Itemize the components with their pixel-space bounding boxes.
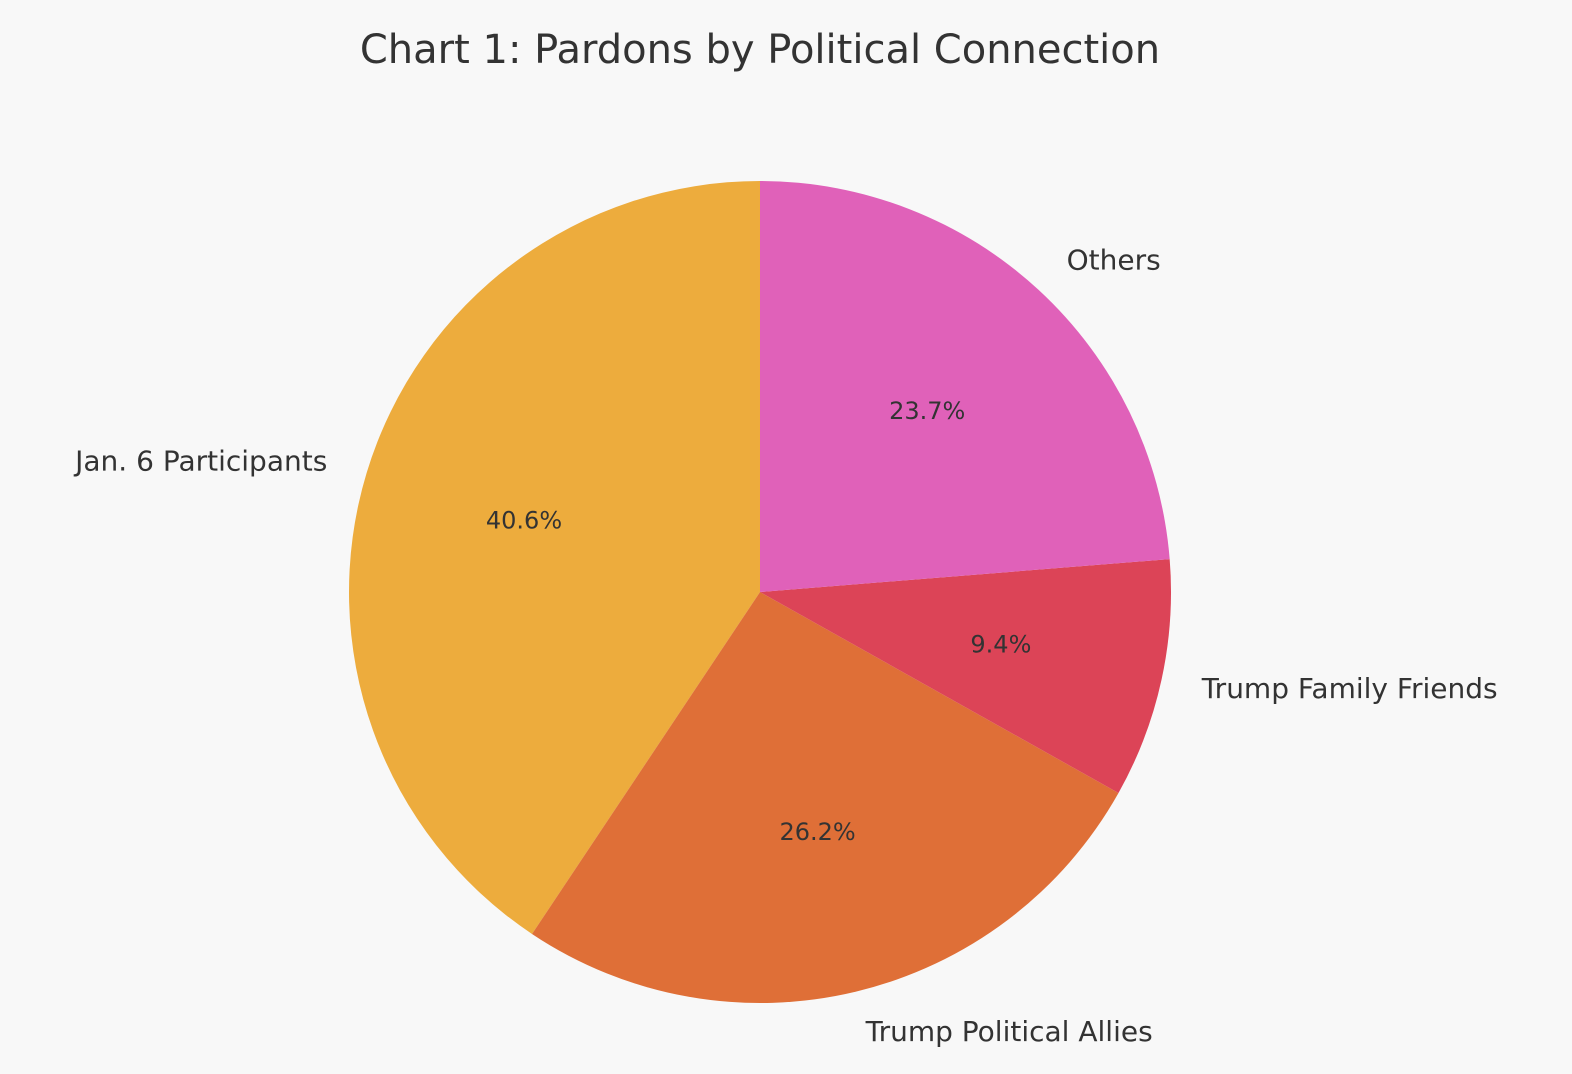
pie-slices: [349, 181, 1172, 1003]
category-label-trump-family-friends: Trump Family Friends: [1201, 672, 1498, 705]
pie-slice-jan-6-participants: [349, 181, 760, 934]
percent-label-others: 23.7%: [889, 397, 965, 425]
pie-slice-others: [760, 181, 1170, 592]
percent-label-jan-6-participants: 40.6%: [486, 507, 562, 535]
percent-label-trump-family-friends: 9.4%: [970, 631, 1031, 659]
category-label-trump-political-allies: Trump Political Allies: [865, 1015, 1153, 1048]
pie-slice-trump-political-allies: [532, 592, 1119, 1003]
pie-slice-trump-family-friends: [760, 559, 1172, 794]
percent-label-trump-political-allies: 26.2%: [779, 818, 855, 846]
chart-title: Chart 1: Pardons by Political Connection: [360, 27, 1160, 73]
category-label-jan-6-participants: Jan. 6 Participants: [73, 445, 327, 478]
category-labels: Jan. 6 Participants Trump Political Allie…: [73, 243, 1497, 1048]
category-label-others: Others: [1067, 243, 1161, 276]
percent-labels: 40.6% 26.2% 9.4% 23.7%: [486, 397, 1032, 846]
